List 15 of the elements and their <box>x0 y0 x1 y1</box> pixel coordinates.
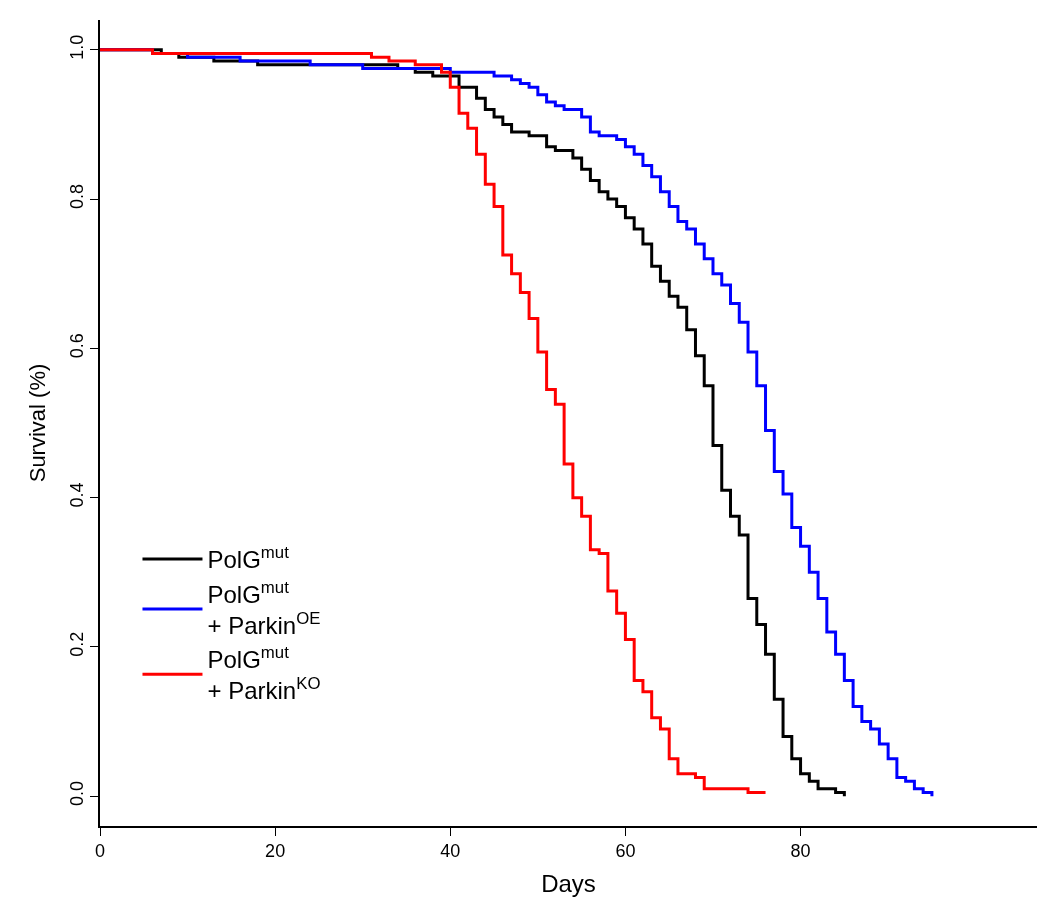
y-tick-label: 0.4 <box>67 482 88 508</box>
y-axis-title: Survival (%) <box>25 363 51 483</box>
x-tick-label: 40 <box>440 841 461 862</box>
x-tick-label: 0 <box>94 841 106 862</box>
x-tick-label: 60 <box>615 841 636 862</box>
x-tick-label: 20 <box>265 841 286 862</box>
y-tick-label: 0.0 <box>67 780 88 806</box>
legend-label: PolG$^{mut}$ <box>207 543 290 574</box>
y-tick-label: 1.0 <box>67 34 88 60</box>
y-tick-label: 0.8 <box>67 183 88 209</box>
x-axis-title: Days <box>541 870 596 898</box>
legend-label: PolG$^{mut}$ + Parkin$^{KO}$ <box>207 642 321 705</box>
y-tick-label: 0.6 <box>67 333 88 359</box>
x-tick-label: 80 <box>790 841 811 862</box>
y-tick-label: 0.2 <box>67 631 88 657</box>
